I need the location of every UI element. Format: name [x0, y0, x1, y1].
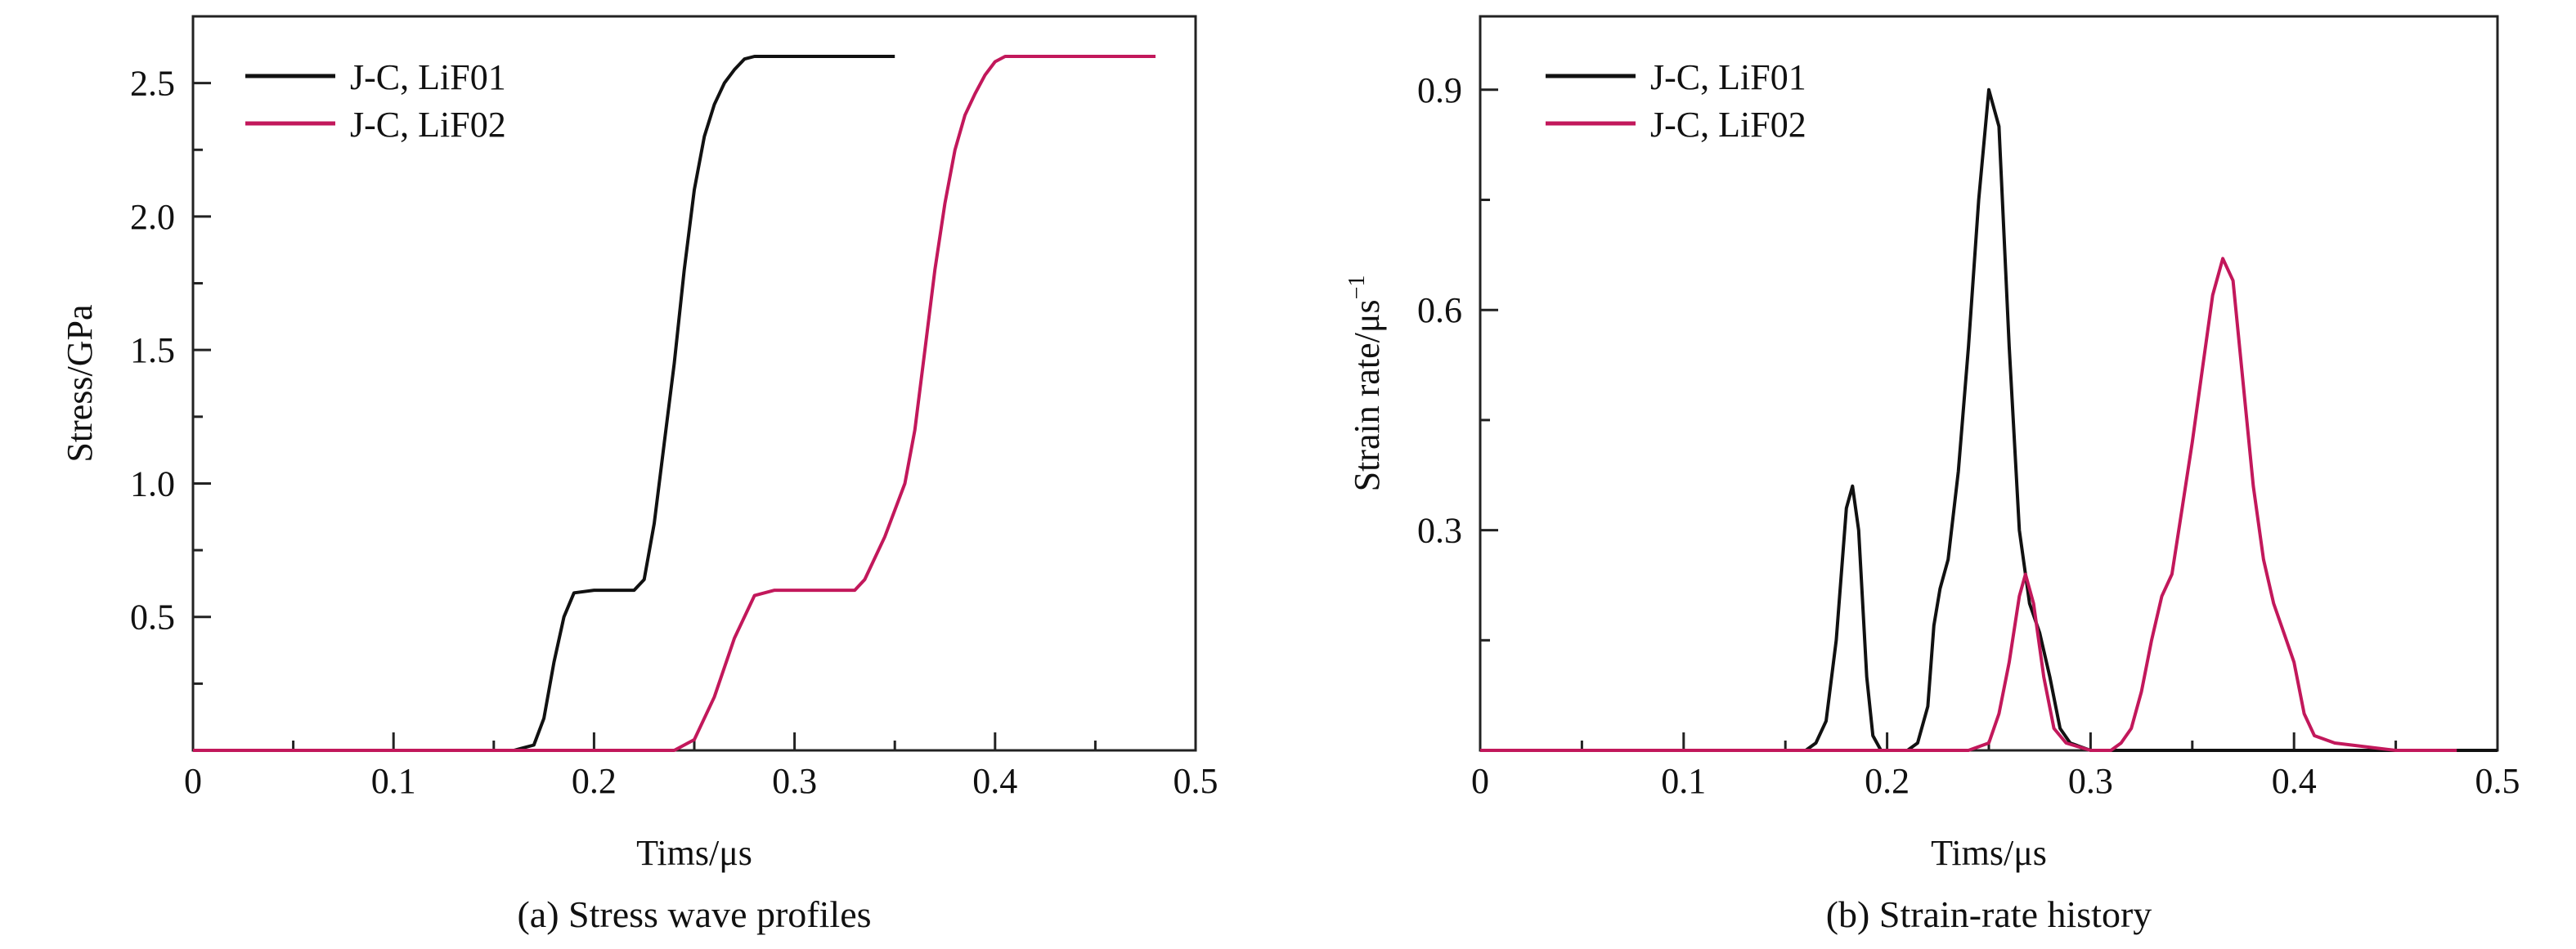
- stress-y-tick-label: 2.0: [130, 197, 175, 237]
- stress-y-tick-label: 1.0: [130, 463, 175, 504]
- stress-series-line-1: [193, 55, 1156, 752]
- strain-rate-y-axis-title: Strain rate/μs−1: [1344, 275, 1387, 492]
- stress-legend-label-1: J-C, LiF02: [350, 105, 506, 145]
- strain-rate-x-tick-label: 0: [1471, 761, 1489, 801]
- stress-y-tick-label: 0.5: [130, 598, 175, 638]
- strain-rate-chart-panel: 0 0.1 0.2 0.3 0.4 0.5 0.3 0.6 0.9 J-C, LiF01 J-C…: [1344, 15, 2520, 935]
- stress-x-tick-label: 0.4: [972, 761, 1017, 801]
- strain-rate-x-tick-label: 0.4: [2272, 761, 2317, 801]
- strain-rate-x-axis-title: Tims/μs: [1931, 833, 2047, 873]
- strain-rate-legend: J-C, LiF01 J-C, LiF02: [1546, 57, 1806, 145]
- stress-ticks: 0 0.1 0.2 0.3 0.4 0.5 0.5 1.0 1.5 2.0 2.5: [130, 64, 1218, 801]
- strain-rate-caption: (b) Strain-rate history: [1826, 893, 2152, 935]
- stress-x-tick-label: 0.2: [572, 761, 617, 801]
- stress-legend: J-C, LiF01 J-C, LiF02: [245, 57, 506, 145]
- stress-legend-label-0: J-C, LiF01: [350, 57, 506, 97]
- stress-y-tick-label: 1.5: [130, 330, 175, 370]
- stress-x-tick-label: 0.1: [371, 761, 416, 801]
- strain-rate-y-axis-title-superscript: −1: [1344, 275, 1370, 300]
- strain-rate-series-layer: [1480, 87, 2497, 752]
- strain-rate-series-line-1: [1480, 257, 2457, 752]
- stress-y-axis-title: Stress/GPa: [60, 304, 100, 462]
- strain-rate-y-tick-label: 0.9: [1417, 70, 1462, 110]
- stress-series-layer: [193, 55, 1156, 752]
- stress-x-axis-title: Tims/μs: [636, 833, 752, 873]
- strain-rate-x-tick-label: 0.3: [2068, 761, 2113, 801]
- strain-rate-x-tick-label: 0.1: [1661, 761, 1706, 801]
- stress-caption: (a) Stress wave profiles: [517, 893, 871, 935]
- stress-x-tick-label: 0.5: [1174, 761, 1218, 801]
- stress-y-tick-label: 2.5: [130, 64, 175, 104]
- strain-rate-y-tick-label: 0.6: [1417, 290, 1462, 330]
- strain-rate-x-tick-label: 0.5: [2475, 761, 2520, 801]
- strain-rate-y-axis-title-main: Strain rate/μs: [1347, 299, 1387, 491]
- strain-rate-legend-label-0: J-C, LiF01: [1650, 57, 1806, 97]
- stress-x-tick-label: 0: [184, 761, 202, 801]
- stress-chart-panel: 0 0.1 0.2 0.3 0.4 0.5 0.5 1.0 1.5 2.0 2.5 J-C, LiF…: [60, 15, 1218, 935]
- stress-series-line-0: [193, 55, 895, 752]
- strain-rate-legend-label-1: J-C, LiF02: [1650, 105, 1806, 145]
- stress-x-tick-label: 0.3: [772, 761, 817, 801]
- strain-rate-series-line-0: [1480, 87, 2497, 752]
- strain-rate-x-tick-label: 0.2: [1865, 761, 1910, 801]
- strain-rate-y-tick-label: 0.3: [1417, 511, 1462, 551]
- strain-rate-ticks: 0 0.1 0.2 0.3 0.4 0.5 0.3 0.6 0.9: [1417, 70, 2520, 801]
